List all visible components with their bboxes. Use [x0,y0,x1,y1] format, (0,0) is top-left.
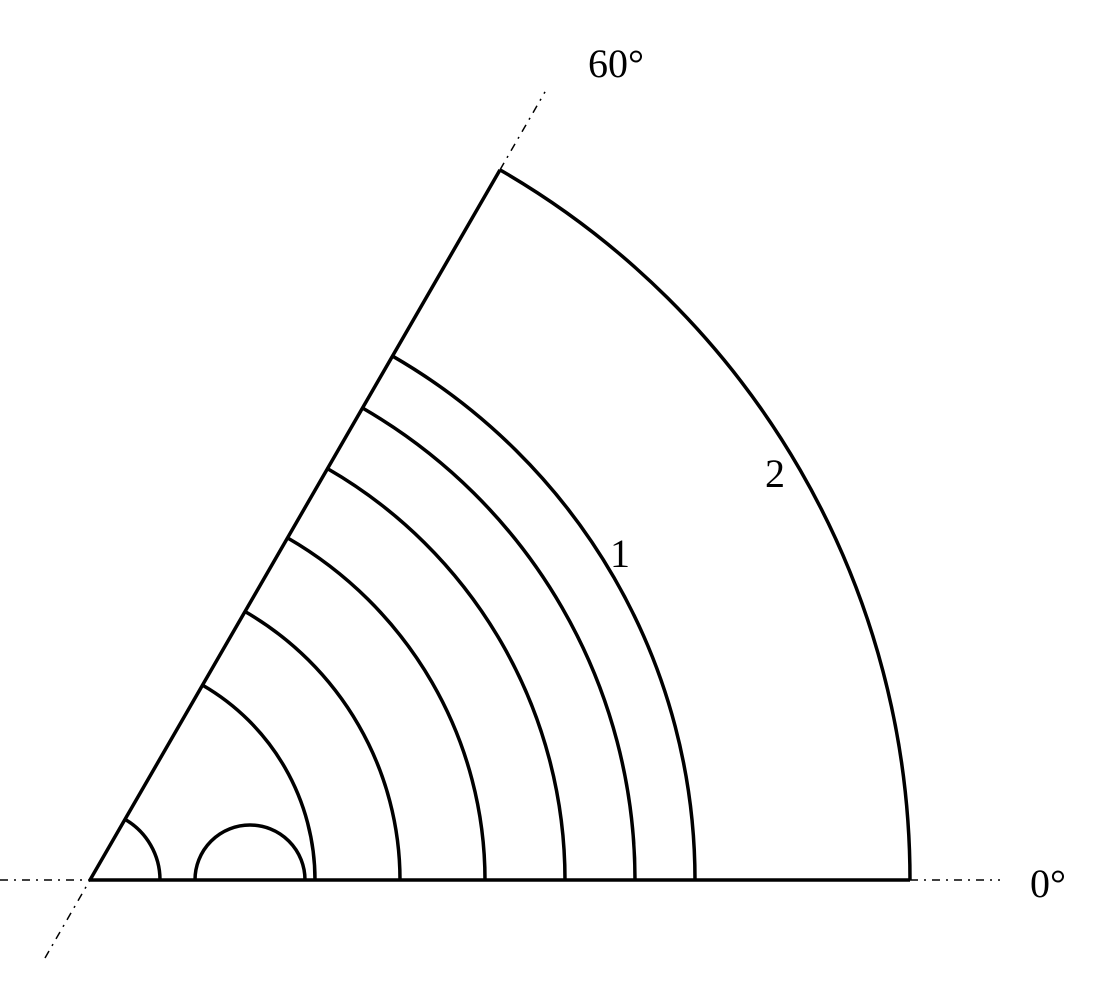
angle-60-label: 60° [588,40,644,87]
region-2-label: 2 [765,450,785,497]
angle-0-label: 0° [1030,860,1066,907]
region-1-label: 1 [610,530,630,577]
polar-sector-diagram [0,0,1093,1000]
